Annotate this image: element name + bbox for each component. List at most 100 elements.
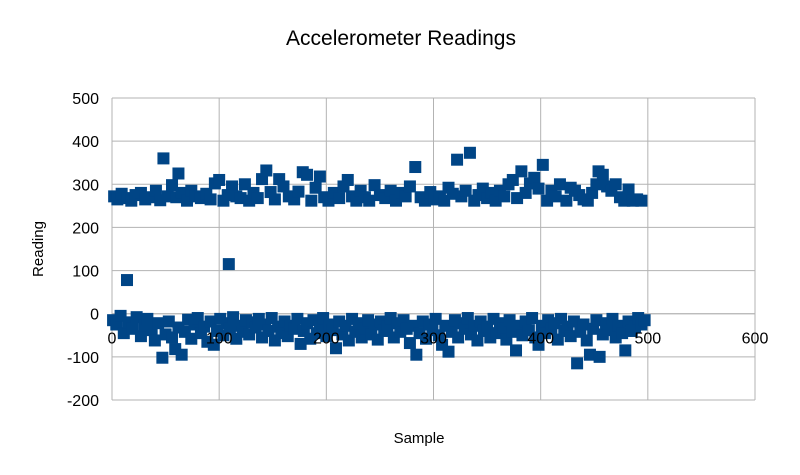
- data-point: [222, 258, 235, 271]
- data-point: [571, 357, 584, 370]
- data-point: [341, 173, 354, 186]
- data-point: [498, 190, 511, 203]
- data-point: [226, 180, 239, 193]
- data-point: [121, 274, 134, 287]
- data-point: [560, 194, 573, 207]
- x-tick-label: 400: [527, 331, 554, 348]
- data-point: [141, 312, 154, 325]
- data-point: [313, 170, 326, 183]
- data-point: [451, 153, 464, 166]
- data-point: [251, 192, 264, 205]
- x-tick-label: 500: [634, 331, 661, 348]
- data-point: [213, 173, 226, 186]
- data-point: [294, 337, 307, 350]
- data-point: [291, 312, 304, 325]
- data-point: [532, 338, 545, 351]
- data-point: [442, 345, 455, 358]
- data-point: [384, 184, 397, 197]
- data-point: [619, 344, 632, 357]
- x-tick-label: 100: [206, 331, 233, 348]
- data-point: [590, 314, 603, 327]
- data-point: [204, 315, 217, 328]
- data-point: [536, 158, 549, 171]
- data-point: [635, 194, 648, 207]
- data-point: [162, 315, 175, 328]
- x-tick-label: 300: [420, 331, 447, 348]
- data-point: [223, 322, 236, 335]
- x-tick-label: 200: [313, 331, 340, 348]
- y-axis-label: Reading: [30, 221, 47, 277]
- data-point: [549, 190, 562, 203]
- data-point: [564, 330, 577, 343]
- data-point: [260, 164, 273, 177]
- data-point: [301, 168, 314, 181]
- data-point: [553, 178, 566, 191]
- data-point: [157, 152, 170, 165]
- data-point: [510, 344, 523, 357]
- y-tick-label: 200: [72, 220, 99, 237]
- data-point: [410, 348, 423, 361]
- data-point: [616, 327, 629, 340]
- data-point: [399, 190, 412, 203]
- data-point: [152, 317, 165, 330]
- data-point: [528, 171, 541, 184]
- data-point: [583, 348, 596, 361]
- data-point: [368, 179, 381, 192]
- data-point: [363, 194, 376, 207]
- data-point: [403, 180, 416, 193]
- data-point: [166, 179, 179, 192]
- data-point: [262, 324, 275, 337]
- data-point: [526, 312, 539, 325]
- x-axis-label: Sample: [394, 430, 445, 447]
- data-point: [403, 337, 416, 350]
- data-point: [511, 192, 524, 205]
- data-point: [596, 168, 609, 181]
- data-point: [609, 178, 622, 191]
- data-point: [148, 334, 161, 347]
- data-points: [107, 146, 651, 370]
- data-point: [593, 350, 606, 363]
- data-point: [207, 338, 220, 351]
- data-point: [333, 192, 346, 205]
- data-point: [471, 334, 484, 347]
- data-point: [459, 184, 472, 197]
- data-point: [519, 186, 532, 199]
- data-point: [149, 184, 162, 197]
- data-point: [329, 342, 342, 355]
- data-point: [156, 351, 169, 364]
- data-point: [268, 193, 281, 206]
- data-point: [429, 312, 442, 325]
- data-point: [622, 183, 635, 196]
- data-point: [172, 167, 185, 180]
- tick-labels: -200 -100 0 100 200 300 400 500 0 100 200 300 400 500…: [67, 91, 768, 410]
- data-point: [204, 193, 217, 206]
- data-point: [638, 314, 651, 327]
- data-point: [515, 165, 528, 178]
- data-point: [166, 331, 179, 344]
- data-point: [309, 181, 322, 194]
- data-point: [567, 315, 580, 328]
- data-point: [577, 318, 590, 331]
- data-point: [305, 194, 318, 207]
- data-point: [590, 178, 603, 191]
- data-point: [463, 146, 476, 159]
- data-point: [185, 332, 198, 345]
- gridlines: [111, 97, 756, 401]
- data-point: [288, 322, 301, 335]
- y-tick-label: 0: [90, 307, 99, 324]
- data-point: [277, 180, 290, 193]
- y-tick-label: -100: [67, 350, 99, 367]
- chart-title: Accelerometer Readings: [286, 27, 516, 50]
- data-point: [500, 333, 513, 346]
- data-point: [503, 314, 516, 327]
- data-point: [292, 185, 305, 198]
- y-tick-label: 500: [72, 91, 99, 108]
- y-tick-label: 100: [72, 264, 99, 281]
- data-point: [532, 182, 545, 195]
- y-tick-label: 300: [72, 177, 99, 194]
- data-point: [409, 161, 422, 174]
- y-tick-label: -200: [67, 393, 99, 410]
- data-point: [432, 329, 445, 342]
- x-tick-label: 0: [108, 331, 117, 348]
